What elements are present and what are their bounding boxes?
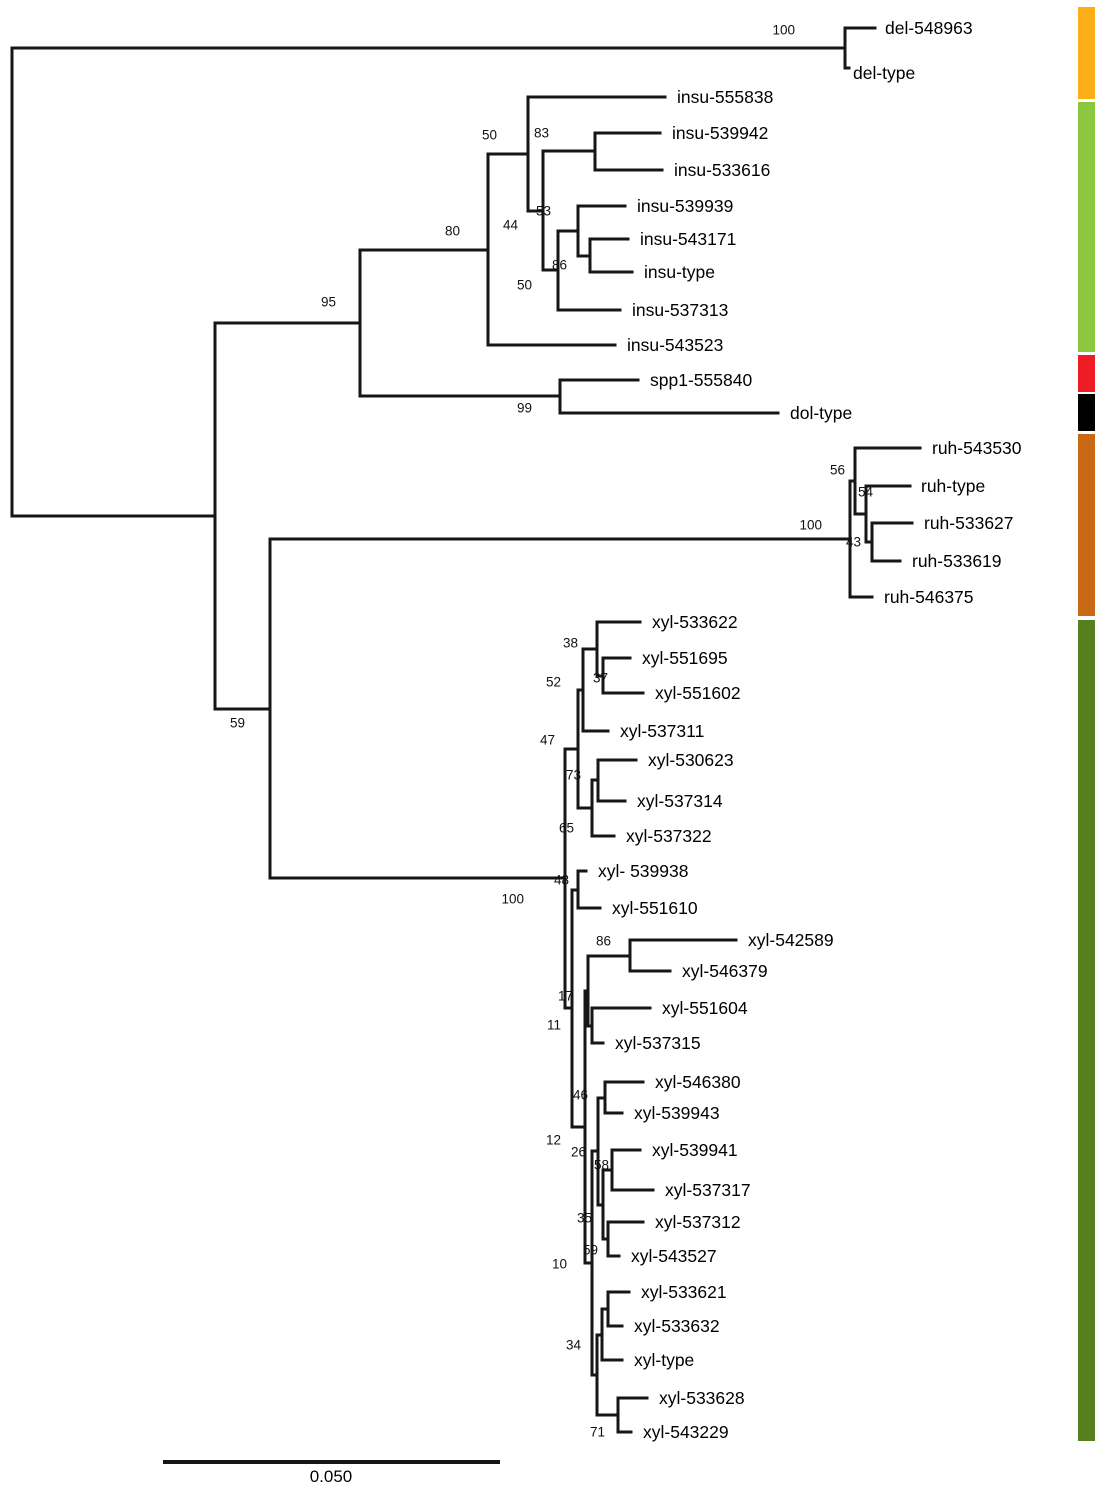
taxon-label: insu-537313	[632, 300, 728, 320]
support-value: 86	[596, 934, 611, 949]
taxon-label: xyl-542589	[748, 930, 834, 950]
taxon-label: xyl-537315	[615, 1033, 701, 1053]
support-values: 100 50 83 44 53 86 50 80 95 99 56 54 100 43 38 37 52 47 73…	[230, 23, 874, 1440]
support-value: 83	[534, 126, 549, 141]
support-value: 38	[563, 636, 578, 651]
taxon-label: ruh-533627	[924, 513, 1014, 533]
taxon-label: xyl-537317	[665, 1180, 751, 1200]
support-value: 59	[583, 1243, 598, 1258]
taxon-label: insu-533616	[674, 160, 770, 180]
taxon-label: xyl-551695	[642, 648, 728, 668]
taxon-label: xyl-551602	[655, 683, 741, 703]
taxon-label: xyl-543229	[643, 1422, 729, 1442]
support-value: 52	[546, 675, 561, 690]
taxon-label: del-type	[853, 63, 915, 83]
support-value: 86	[552, 258, 567, 273]
support-value: 46	[573, 1088, 588, 1103]
support-value: 54	[858, 485, 874, 500]
taxon-label: xyl-546379	[682, 961, 768, 981]
support-value: 35	[577, 1211, 592, 1226]
taxon-label: xyl-543527	[631, 1246, 717, 1266]
clade-color-block-spp1	[1078, 355, 1095, 392]
taxon-label: xyl- 539938	[598, 861, 688, 881]
taxon-label: xyl-537322	[626, 826, 712, 846]
tree-branches	[10, 26, 922, 1434]
taxon-label: ruh-type	[921, 476, 985, 496]
support-value: 58	[594, 1158, 609, 1173]
taxon-label: xyl-551610	[612, 898, 698, 918]
taxon-label: xyl-533622	[652, 612, 738, 632]
support-value: 56	[830, 463, 845, 478]
taxon-labels: del-548963 del-type insu-555838 insu-539942…	[598, 18, 1022, 1442]
support-value: 47	[540, 733, 555, 748]
support-value: 100	[501, 892, 524, 907]
clade-color-block-xyl	[1078, 620, 1095, 1441]
support-value: 71	[590, 1425, 605, 1440]
support-value: 95	[321, 295, 336, 310]
taxon-label: ruh-533619	[912, 551, 1002, 571]
scale-bar: 0.050	[163, 1460, 500, 1486]
clade-color-block-dol	[1078, 394, 1095, 431]
taxon-label: xyl-537312	[655, 1212, 741, 1232]
support-value: 17	[558, 989, 573, 1004]
support-value: 73	[566, 768, 581, 783]
support-value: 34	[566, 1338, 582, 1353]
taxon-label: insu-539942	[672, 123, 768, 143]
support-value: 12	[546, 1133, 561, 1148]
taxon-label: spp1-555840	[650, 370, 752, 390]
support-value: 37	[593, 671, 608, 686]
taxon-label: xyl-551604	[662, 998, 748, 1018]
taxon-label: del-548963	[885, 18, 973, 38]
clade-color-block-insu	[1078, 102, 1095, 352]
taxon-label: xyl-539943	[634, 1103, 720, 1123]
taxon-label: ruh-543530	[932, 438, 1022, 458]
support-value: 26	[571, 1145, 586, 1160]
taxon-label: ruh-546375	[884, 587, 974, 607]
support-value: 50	[482, 128, 497, 143]
clade-color-block-del	[1078, 7, 1095, 99]
taxon-label: xyl-546380	[655, 1072, 741, 1092]
support-value: 80	[445, 224, 460, 239]
support-value: 44	[503, 218, 519, 233]
taxon-label: xyl-533628	[659, 1388, 745, 1408]
taxon-label: xyl-537314	[637, 791, 723, 811]
support-value: 11	[547, 1018, 561, 1033]
taxon-label: xyl-539941	[652, 1140, 738, 1160]
support-value: 48	[554, 873, 569, 888]
support-value: 65	[559, 821, 574, 836]
support-value: 99	[517, 401, 532, 416]
taxon-label: xyl-type	[634, 1350, 694, 1370]
support-value: 50	[517, 278, 532, 293]
taxon-label: xyl-537311	[620, 721, 704, 741]
taxon-label: insu-539939	[637, 196, 733, 216]
taxon-label: insu-543523	[627, 335, 723, 355]
clade-color-block-ruh	[1078, 434, 1095, 616]
support-value: 53	[536, 204, 551, 219]
taxon-label: insu-543171	[640, 229, 736, 249]
support-value: 59	[230, 716, 245, 731]
support-value: 100	[772, 23, 795, 38]
taxon-label: xyl-533621	[641, 1282, 727, 1302]
taxon-label: xyl-533632	[634, 1316, 720, 1336]
taxon-label: xyl-530623	[648, 750, 734, 770]
taxon-label: insu-555838	[677, 87, 773, 107]
taxon-label: insu-type	[644, 262, 715, 282]
support-value: 100	[799, 518, 822, 533]
clade-color-strip	[1078, 7, 1095, 1441]
support-value: 43	[846, 535, 861, 550]
taxon-label: dol-type	[790, 403, 852, 423]
support-value: 10	[552, 1257, 567, 1272]
scale-bar-label: 0.050	[310, 1467, 353, 1486]
